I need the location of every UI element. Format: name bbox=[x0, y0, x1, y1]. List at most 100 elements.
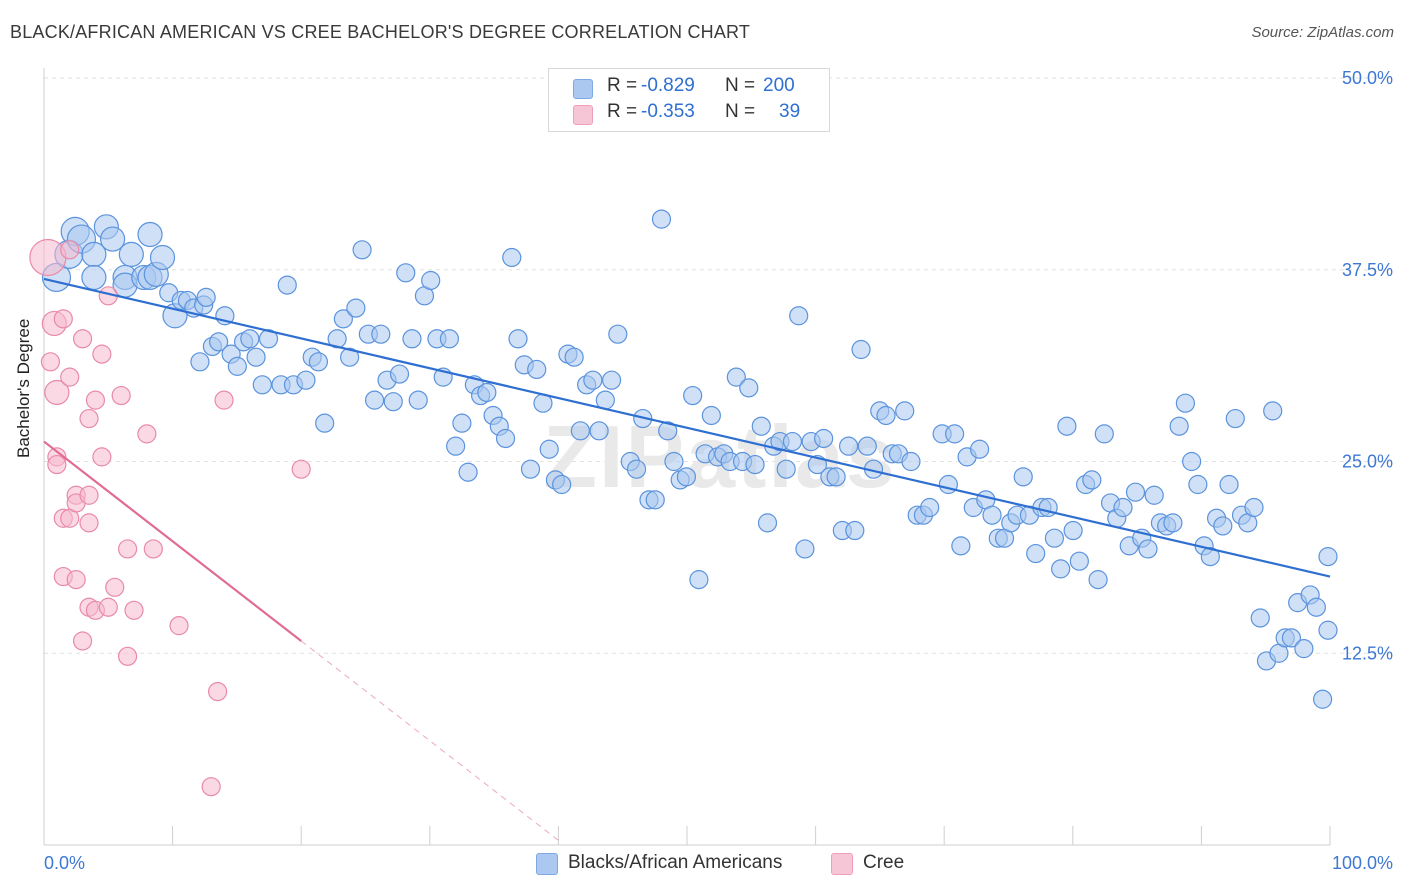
data-point bbox=[60, 240, 80, 260]
data-point bbox=[851, 339, 871, 360]
data-point bbox=[201, 777, 221, 797]
data-point bbox=[570, 421, 590, 441]
data-point bbox=[1051, 559, 1071, 579]
data-point bbox=[72, 329, 93, 349]
data-point bbox=[452, 413, 472, 433]
data-point bbox=[520, 459, 541, 479]
data-point bbox=[333, 309, 353, 329]
data-point bbox=[651, 209, 672, 229]
data-point bbox=[396, 263, 416, 283]
data-point bbox=[117, 539, 138, 559]
data-point bbox=[1044, 528, 1065, 548]
data-point bbox=[1244, 497, 1264, 518]
data-point bbox=[782, 431, 803, 452]
data-point bbox=[1063, 520, 1083, 541]
data-point bbox=[826, 467, 846, 487]
data-point bbox=[589, 421, 609, 441]
data-point bbox=[845, 520, 865, 541]
data-point bbox=[539, 439, 559, 459]
axes bbox=[43, 68, 1331, 846]
y-tick-label: 12.5% bbox=[1342, 643, 1393, 663]
data-point bbox=[645, 490, 665, 510]
data-point bbox=[79, 485, 99, 505]
data-point bbox=[1182, 451, 1202, 472]
trend-lines bbox=[43, 277, 1331, 841]
legend-r-value: -0.829 bbox=[641, 75, 695, 96]
data-point bbox=[402, 329, 422, 349]
data-point bbox=[98, 597, 118, 617]
data-point bbox=[951, 536, 971, 556]
x-tick-label: 100.0% bbox=[1332, 853, 1393, 873]
data-point bbox=[1169, 416, 1189, 436]
data-point bbox=[1306, 597, 1326, 617]
data-point bbox=[1057, 416, 1077, 436]
legend-swatch-cree bbox=[831, 853, 853, 875]
data-point bbox=[751, 416, 771, 436]
data-point bbox=[1125, 482, 1146, 502]
data-point bbox=[383, 392, 403, 412]
data-point bbox=[527, 359, 547, 380]
data-point bbox=[701, 405, 721, 426]
data-point bbox=[60, 367, 80, 387]
legend-label-blacks: Blacks/African Americans bbox=[568, 852, 783, 873]
data-point bbox=[246, 347, 266, 367]
data-point bbox=[47, 454, 67, 475]
legend-n-label: N = bbox=[725, 101, 756, 122]
data-point bbox=[1250, 608, 1270, 628]
trend-line-cree-extension bbox=[300, 640, 559, 841]
data-point bbox=[111, 385, 131, 406]
data-point bbox=[795, 539, 815, 559]
x-tick-labels: 0.0% 100.0% bbox=[44, 853, 1393, 873]
data-point bbox=[79, 408, 99, 429]
data-point bbox=[137, 424, 157, 444]
data-point bbox=[776, 459, 796, 479]
data-point bbox=[408, 390, 428, 410]
data-point bbox=[1219, 474, 1239, 495]
data-point bbox=[757, 513, 778, 533]
data-point bbox=[458, 462, 478, 482]
trend-line-blacks bbox=[43, 277, 1331, 578]
source-label: Source: ZipAtlas.com bbox=[1251, 24, 1394, 41]
data-point bbox=[117, 646, 138, 666]
data-point bbox=[552, 474, 572, 495]
data-point bbox=[1113, 497, 1133, 518]
data-point bbox=[895, 401, 915, 421]
data-point bbox=[1200, 547, 1220, 567]
data-point bbox=[439, 329, 460, 349]
legend-swatch-blacks bbox=[573, 79, 593, 99]
legend-swatch-blacks bbox=[536, 853, 558, 875]
data-point bbox=[1175, 393, 1195, 413]
data-point bbox=[190, 352, 210, 372]
data-point bbox=[683, 385, 703, 406]
trend-line-cree bbox=[43, 440, 302, 642]
data-point bbox=[664, 451, 684, 472]
series-cree-points bbox=[29, 238, 311, 797]
data-point bbox=[258, 329, 279, 349]
data-point bbox=[1281, 628, 1302, 648]
data-point bbox=[1313, 689, 1333, 709]
data-point bbox=[658, 421, 678, 441]
data-point bbox=[72, 631, 93, 651]
data-point bbox=[214, 390, 234, 410]
legend-r-label: R = bbox=[607, 75, 638, 96]
data-point bbox=[137, 221, 163, 248]
data-point bbox=[252, 375, 272, 395]
data-point bbox=[371, 324, 391, 344]
data-point bbox=[583, 370, 603, 390]
data-point bbox=[1225, 408, 1245, 429]
data-point bbox=[477, 382, 497, 403]
data-point bbox=[421, 270, 441, 291]
data-point bbox=[92, 447, 112, 467]
data-point bbox=[240, 329, 260, 349]
x-tick-label: 0.0% bbox=[44, 853, 85, 873]
data-point bbox=[857, 436, 877, 456]
data-point bbox=[308, 352, 329, 372]
data-point bbox=[1213, 516, 1233, 536]
y-tick-label: 50.0% bbox=[1342, 68, 1393, 88]
data-point bbox=[1294, 639, 1314, 659]
y-tick-labels: 12.5% 25.0% 37.5% 50.0% bbox=[1342, 68, 1393, 663]
y-tick-label: 37.5% bbox=[1342, 260, 1393, 280]
legend-swatch-cree bbox=[573, 105, 593, 125]
data-point bbox=[1163, 513, 1183, 533]
